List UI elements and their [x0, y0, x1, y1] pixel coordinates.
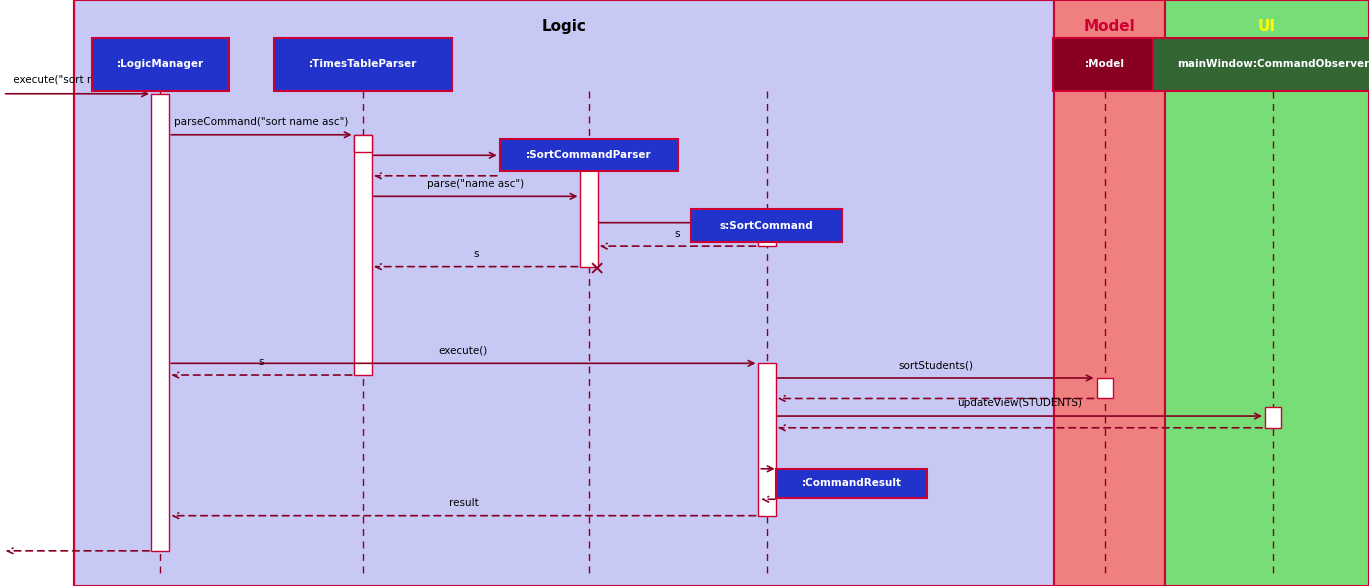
Bar: [74, 0, 1054, 586]
Bar: [776, 469, 927, 498]
Bar: [1054, 0, 1165, 586]
Text: :SortCommandParser: :SortCommandParser: [526, 150, 652, 161]
Text: :TimesTableParser: :TimesTableParser: [308, 59, 418, 70]
Text: ✕: ✕: [589, 260, 605, 279]
Bar: [500, 139, 678, 171]
Bar: [758, 363, 776, 516]
Text: s: s: [675, 229, 680, 239]
Text: sortStudents(): sortStudents(): [898, 360, 973, 370]
Text: s:SortCommand: s:SortCommand: [720, 220, 813, 231]
Text: UI: UI: [1258, 19, 1276, 34]
Bar: [0, 0, 74, 586]
Text: result: result: [449, 498, 478, 508]
Bar: [758, 223, 776, 246]
Text: parseCommand("sort name asc"): parseCommand("sort name asc"): [174, 117, 349, 127]
Text: execute(): execute(): [439, 346, 487, 356]
Text: updateView(STUDENTS): updateView(STUDENTS): [957, 398, 1083, 408]
Bar: [274, 38, 452, 91]
Text: execute("sort name asc"): execute("sort name asc"): [10, 75, 145, 85]
Text: parse("name asc"): parse("name asc"): [427, 179, 524, 189]
Bar: [151, 94, 170, 551]
Bar: [691, 209, 842, 241]
Text: Model: Model: [1084, 19, 1135, 34]
Bar: [1165, 0, 1369, 586]
Text: mainWindow:CommandObserver: mainWindow:CommandObserver: [1177, 59, 1369, 70]
Text: :LogicManager: :LogicManager: [116, 59, 204, 70]
Bar: [1097, 378, 1113, 398]
Bar: [353, 135, 372, 375]
Text: s: s: [259, 357, 264, 367]
Bar: [1054, 38, 1155, 91]
Bar: [353, 135, 372, 152]
Text: :CommandResult: :CommandResult: [801, 478, 902, 489]
Bar: [580, 164, 597, 267]
Text: :Model: :Model: [1084, 59, 1125, 70]
Text: Logic: Logic: [542, 19, 586, 34]
Bar: [1153, 38, 1369, 91]
Bar: [92, 38, 229, 91]
Bar: [1265, 407, 1281, 428]
Text: s: s: [472, 249, 479, 259]
